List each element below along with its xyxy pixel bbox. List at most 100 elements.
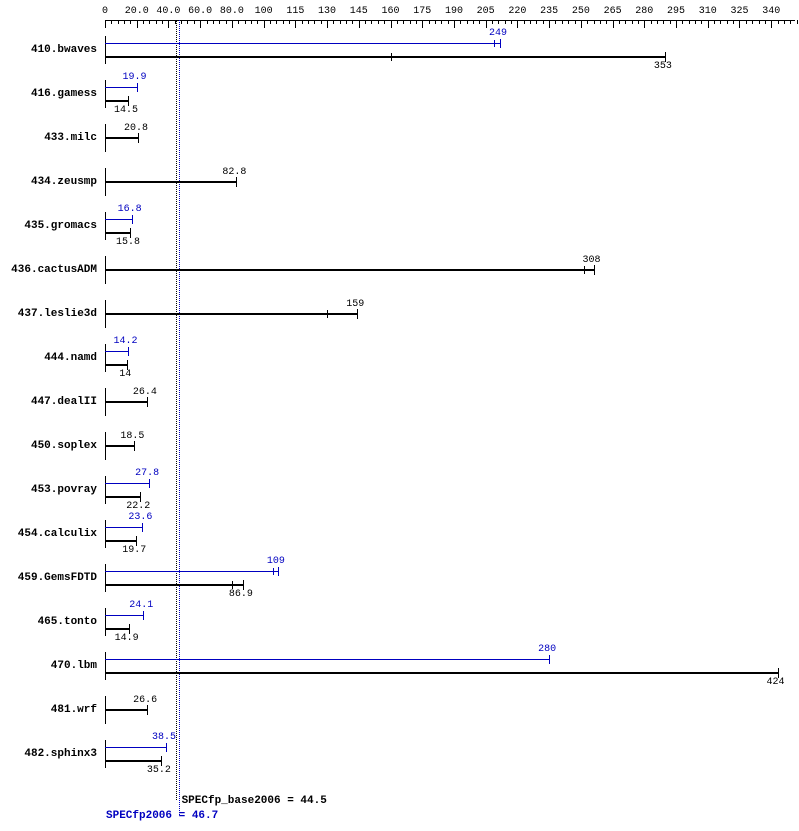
axis-tick-minor <box>759 20 760 24</box>
benchmark-name: 434.zeusmp <box>0 176 97 188</box>
bar-peak-value: 38.5 <box>152 732 176 743</box>
axis-tick-major <box>454 20 455 28</box>
axis-tick-minor <box>245 20 246 24</box>
bar-base-cap <box>594 265 595 275</box>
axis-tick-minor <box>308 20 309 24</box>
ref-line-peak <box>179 20 180 815</box>
bar-base-cap <box>147 397 148 407</box>
axis-tick-minor <box>746 20 747 24</box>
axis-tick-major <box>771 20 772 28</box>
axis-tick-label: 20.0 <box>125 6 149 17</box>
axis-tick-minor <box>784 20 785 24</box>
bar-peak-cap <box>549 655 550 664</box>
axis-tick-minor <box>663 20 664 24</box>
axis-tick-label: 0 <box>102 6 108 17</box>
axis-tick-minor <box>187 20 188 24</box>
benchmark-name: 433.milc <box>0 132 97 144</box>
axis-tick-minor <box>682 20 683 24</box>
axis-tick-major <box>137 20 138 28</box>
bar-peak-value: 23.6 <box>128 512 152 523</box>
benchmark-name: 416.gamess <box>0 88 97 100</box>
axis-tick-minor <box>352 20 353 24</box>
bar-base-value: 14.9 <box>115 633 139 644</box>
axis-tick-major <box>232 20 233 28</box>
axis-tick-minor <box>530 20 531 24</box>
axis-tick-minor <box>733 20 734 24</box>
axis-tick-minor <box>632 20 633 24</box>
bar-peak-cap <box>143 611 144 620</box>
benchmark-name: 444.namd <box>0 352 97 364</box>
axis-tick-minor <box>701 20 702 24</box>
axis-tick-major <box>391 20 392 28</box>
bar-base <box>105 496 140 498</box>
bar-base-cap <box>236 177 237 187</box>
axis-tick-minor <box>543 20 544 24</box>
bar-peak <box>105 571 278 572</box>
axis-tick-minor <box>397 20 398 24</box>
axis-tick-minor <box>714 20 715 24</box>
axis-tick-major <box>200 20 201 28</box>
axis-tick-major <box>581 20 582 28</box>
axis-tick-minor <box>441 20 442 24</box>
bar-base <box>105 584 243 586</box>
bar-base <box>105 760 161 762</box>
bar-base <box>105 181 236 183</box>
axis-tick-minor <box>790 20 791 24</box>
axis-tick-minor <box>797 20 798 24</box>
axis-tick-minor <box>429 20 430 24</box>
axis-tick-minor <box>371 20 372 24</box>
axis-tick-minor <box>181 20 182 24</box>
axis-tick-minor <box>778 20 779 24</box>
axis-tick-major <box>168 20 169 28</box>
bar-base <box>105 364 127 366</box>
axis-tick-label: 220 <box>508 6 526 17</box>
axis-tick-minor <box>625 20 626 24</box>
axis-tick-label: 250 <box>572 6 590 17</box>
axis-tick-label: 325 <box>730 6 748 17</box>
axis-tick-label: 60.0 <box>188 6 212 17</box>
axis-tick-minor <box>289 20 290 24</box>
axis-tick-minor <box>124 20 125 24</box>
bar-peak-midtick <box>494 40 495 47</box>
axis-tick-minor <box>524 20 525 24</box>
bar-base-cap <box>134 441 135 451</box>
benchmark-chart: 020.040.060.080.010011513014516017519020… <box>0 0 799 831</box>
axis-tick-major <box>644 20 645 28</box>
bar-base-midtick <box>584 266 585 274</box>
axis-tick-label: 145 <box>350 6 368 17</box>
axis-tick-minor <box>270 20 271 24</box>
benchmark-name: 436.cactusADM <box>0 264 97 276</box>
row-origin-tick <box>105 608 106 636</box>
axis-tick-minor <box>213 20 214 24</box>
axis-tick-label: 205 <box>477 6 495 17</box>
axis-tick-minor <box>130 20 131 24</box>
bar-base-value: 82.8 <box>222 167 246 178</box>
bar-base <box>105 540 136 542</box>
axis-tick-minor <box>314 20 315 24</box>
bar-peak-cap <box>166 743 167 752</box>
benchmark-name: 447.dealII <box>0 396 97 408</box>
axis-tick-minor <box>226 20 227 24</box>
bar-base-value: 353 <box>654 61 672 72</box>
bar-base <box>105 269 594 271</box>
axis-tick-minor <box>670 20 671 24</box>
axis-tick-minor <box>194 20 195 24</box>
bar-base-cap <box>147 705 148 715</box>
axis-tick-minor <box>689 20 690 24</box>
benchmark-name: 450.soplex <box>0 440 97 452</box>
bar-base <box>105 628 129 630</box>
axis-tick-minor <box>657 20 658 24</box>
bar-peak-cap <box>132 215 133 224</box>
axis-tick-minor <box>651 20 652 24</box>
summary-base-label: SPECfp_base2006 = 44.5 <box>182 795 327 807</box>
bar-peak <box>105 527 142 528</box>
bar-peak <box>105 615 143 616</box>
bar-peak <box>105 483 149 484</box>
axis-tick-minor <box>403 20 404 24</box>
axis-tick-minor <box>575 20 576 24</box>
bar-base-value: 26.4 <box>133 387 157 398</box>
axis-tick-minor <box>238 20 239 24</box>
ref-line-base <box>176 20 177 800</box>
bar-peak <box>105 659 549 660</box>
bar-peak-value: 19.9 <box>123 72 147 83</box>
